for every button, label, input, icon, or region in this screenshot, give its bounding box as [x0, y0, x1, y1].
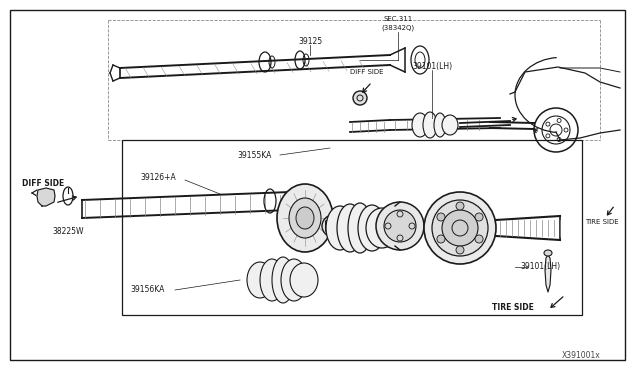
Text: X391001x: X391001x: [563, 350, 601, 359]
Polygon shape: [37, 188, 55, 206]
Text: 39101(LH): 39101(LH): [520, 263, 560, 272]
Ellipse shape: [281, 259, 307, 301]
Ellipse shape: [272, 257, 294, 303]
Ellipse shape: [353, 91, 367, 105]
Text: TIRE SIDE: TIRE SIDE: [492, 304, 534, 312]
Ellipse shape: [437, 235, 445, 243]
Ellipse shape: [423, 112, 437, 138]
Ellipse shape: [322, 214, 350, 238]
Ellipse shape: [442, 210, 478, 246]
Ellipse shape: [456, 202, 464, 210]
Polygon shape: [545, 255, 551, 292]
Ellipse shape: [437, 213, 445, 221]
Ellipse shape: [544, 250, 552, 256]
Ellipse shape: [384, 210, 416, 242]
Ellipse shape: [366, 208, 398, 248]
Text: 39101(LH): 39101(LH): [412, 61, 452, 71]
Text: 38225W: 38225W: [52, 227, 84, 235]
Ellipse shape: [277, 184, 333, 252]
Ellipse shape: [442, 115, 458, 135]
Ellipse shape: [358, 205, 386, 251]
Ellipse shape: [412, 113, 428, 137]
Ellipse shape: [475, 213, 483, 221]
Text: SEC.311: SEC.311: [383, 16, 413, 22]
Ellipse shape: [337, 204, 363, 252]
Text: (38342Q): (38342Q): [381, 25, 415, 31]
Bar: [122, 140, 582, 315]
Ellipse shape: [326, 206, 354, 250]
Text: TIRE SIDE: TIRE SIDE: [585, 219, 619, 225]
Ellipse shape: [456, 246, 464, 254]
Text: 39155KA: 39155KA: [238, 151, 272, 160]
Ellipse shape: [434, 113, 446, 137]
Ellipse shape: [475, 235, 483, 243]
Ellipse shape: [348, 203, 372, 253]
Text: DIFF SIDE: DIFF SIDE: [350, 69, 383, 75]
Ellipse shape: [260, 259, 284, 301]
Ellipse shape: [432, 200, 488, 256]
Ellipse shape: [247, 262, 273, 298]
Ellipse shape: [289, 198, 321, 238]
Text: DIFF SIDE: DIFF SIDE: [22, 179, 64, 187]
Text: 39126+A: 39126+A: [140, 173, 176, 182]
Ellipse shape: [296, 207, 314, 229]
Ellipse shape: [376, 202, 424, 250]
Text: 39156KA: 39156KA: [131, 285, 165, 295]
Ellipse shape: [424, 192, 496, 264]
Ellipse shape: [290, 263, 318, 297]
Text: 39125: 39125: [298, 36, 322, 45]
